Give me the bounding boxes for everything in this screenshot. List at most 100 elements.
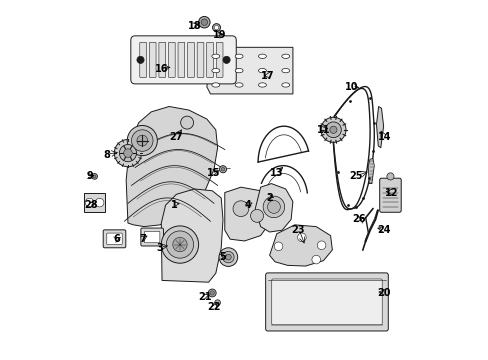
Polygon shape bbox=[161, 189, 223, 282]
Text: 17: 17 bbox=[261, 71, 274, 81]
Circle shape bbox=[311, 255, 320, 264]
Circle shape bbox=[222, 251, 234, 263]
Circle shape bbox=[263, 196, 284, 218]
Circle shape bbox=[329, 126, 336, 134]
Text: 28: 28 bbox=[84, 200, 98, 210]
FancyBboxPatch shape bbox=[197, 42, 203, 77]
Circle shape bbox=[92, 174, 97, 179]
Text: 18: 18 bbox=[187, 21, 201, 31]
Ellipse shape bbox=[211, 83, 219, 87]
Text: 6: 6 bbox=[114, 234, 121, 244]
Circle shape bbox=[123, 149, 132, 157]
Polygon shape bbox=[126, 107, 217, 226]
Text: 10: 10 bbox=[345, 82, 358, 92]
Circle shape bbox=[320, 117, 346, 142]
Circle shape bbox=[386, 173, 393, 180]
FancyBboxPatch shape bbox=[149, 42, 156, 77]
Text: 22: 22 bbox=[207, 302, 220, 312]
Text: 27: 27 bbox=[169, 132, 183, 142]
Text: 14: 14 bbox=[377, 132, 390, 142]
Polygon shape bbox=[255, 184, 292, 232]
Text: 25: 25 bbox=[348, 171, 362, 181]
Circle shape bbox=[166, 231, 193, 258]
Circle shape bbox=[137, 135, 147, 146]
FancyBboxPatch shape bbox=[206, 42, 213, 77]
Text: 26: 26 bbox=[352, 215, 365, 224]
Circle shape bbox=[223, 56, 230, 63]
FancyBboxPatch shape bbox=[265, 273, 387, 331]
Ellipse shape bbox=[281, 54, 289, 58]
FancyBboxPatch shape bbox=[141, 228, 163, 246]
Circle shape bbox=[214, 300, 220, 306]
Circle shape bbox=[201, 19, 207, 26]
Text: 3: 3 bbox=[157, 243, 163, 253]
Circle shape bbox=[95, 198, 104, 207]
Circle shape bbox=[85, 198, 94, 207]
Circle shape bbox=[161, 226, 198, 263]
Text: 24: 24 bbox=[377, 225, 390, 235]
FancyBboxPatch shape bbox=[144, 231, 160, 243]
Text: 13: 13 bbox=[269, 168, 283, 178]
Text: 1: 1 bbox=[171, 200, 178, 210]
Circle shape bbox=[210, 291, 214, 295]
FancyBboxPatch shape bbox=[271, 279, 382, 325]
FancyBboxPatch shape bbox=[168, 42, 175, 77]
Text: 21: 21 bbox=[198, 292, 211, 302]
FancyBboxPatch shape bbox=[106, 233, 122, 244]
Circle shape bbox=[317, 241, 325, 249]
Text: 4: 4 bbox=[244, 200, 251, 210]
FancyBboxPatch shape bbox=[140, 42, 146, 77]
Text: 11: 11 bbox=[316, 125, 329, 135]
Ellipse shape bbox=[258, 83, 266, 87]
Circle shape bbox=[250, 210, 263, 222]
Ellipse shape bbox=[235, 54, 243, 58]
Circle shape bbox=[225, 254, 231, 260]
Text: 12: 12 bbox=[384, 188, 397, 198]
Circle shape bbox=[114, 139, 142, 167]
Ellipse shape bbox=[211, 54, 219, 58]
Ellipse shape bbox=[258, 68, 266, 73]
Text: 15: 15 bbox=[207, 168, 220, 178]
Text: 5: 5 bbox=[219, 252, 226, 262]
Circle shape bbox=[208, 289, 216, 297]
Circle shape bbox=[267, 201, 280, 213]
Text: 9: 9 bbox=[86, 171, 93, 181]
Ellipse shape bbox=[211, 68, 219, 73]
Circle shape bbox=[274, 242, 282, 251]
Ellipse shape bbox=[235, 83, 243, 87]
FancyBboxPatch shape bbox=[187, 42, 194, 77]
Circle shape bbox=[325, 122, 341, 138]
Text: 16: 16 bbox=[155, 64, 168, 74]
Circle shape bbox=[221, 167, 224, 171]
FancyBboxPatch shape bbox=[216, 42, 223, 77]
Circle shape bbox=[297, 233, 305, 242]
Circle shape bbox=[212, 24, 220, 32]
FancyBboxPatch shape bbox=[159, 42, 165, 77]
Circle shape bbox=[214, 26, 218, 30]
Text: 19: 19 bbox=[212, 30, 225, 40]
Polygon shape bbox=[206, 47, 292, 94]
Text: 23: 23 bbox=[291, 225, 305, 235]
Text: 20: 20 bbox=[377, 288, 390, 298]
Circle shape bbox=[93, 175, 96, 178]
Text: 8: 8 bbox=[103, 150, 110, 160]
Circle shape bbox=[127, 126, 157, 156]
Polygon shape bbox=[224, 187, 271, 241]
Circle shape bbox=[180, 116, 193, 129]
Polygon shape bbox=[367, 158, 373, 184]
Text: 7: 7 bbox=[139, 234, 145, 244]
Circle shape bbox=[172, 237, 187, 252]
Ellipse shape bbox=[235, 68, 243, 73]
Circle shape bbox=[131, 130, 153, 151]
Polygon shape bbox=[269, 225, 332, 266]
Ellipse shape bbox=[258, 54, 266, 58]
FancyBboxPatch shape bbox=[131, 36, 236, 84]
FancyBboxPatch shape bbox=[178, 42, 184, 77]
Circle shape bbox=[198, 17, 210, 28]
Circle shape bbox=[233, 201, 248, 217]
Circle shape bbox=[119, 144, 136, 162]
Polygon shape bbox=[83, 193, 105, 212]
Polygon shape bbox=[376, 107, 383, 148]
Ellipse shape bbox=[281, 68, 289, 73]
Ellipse shape bbox=[281, 83, 289, 87]
